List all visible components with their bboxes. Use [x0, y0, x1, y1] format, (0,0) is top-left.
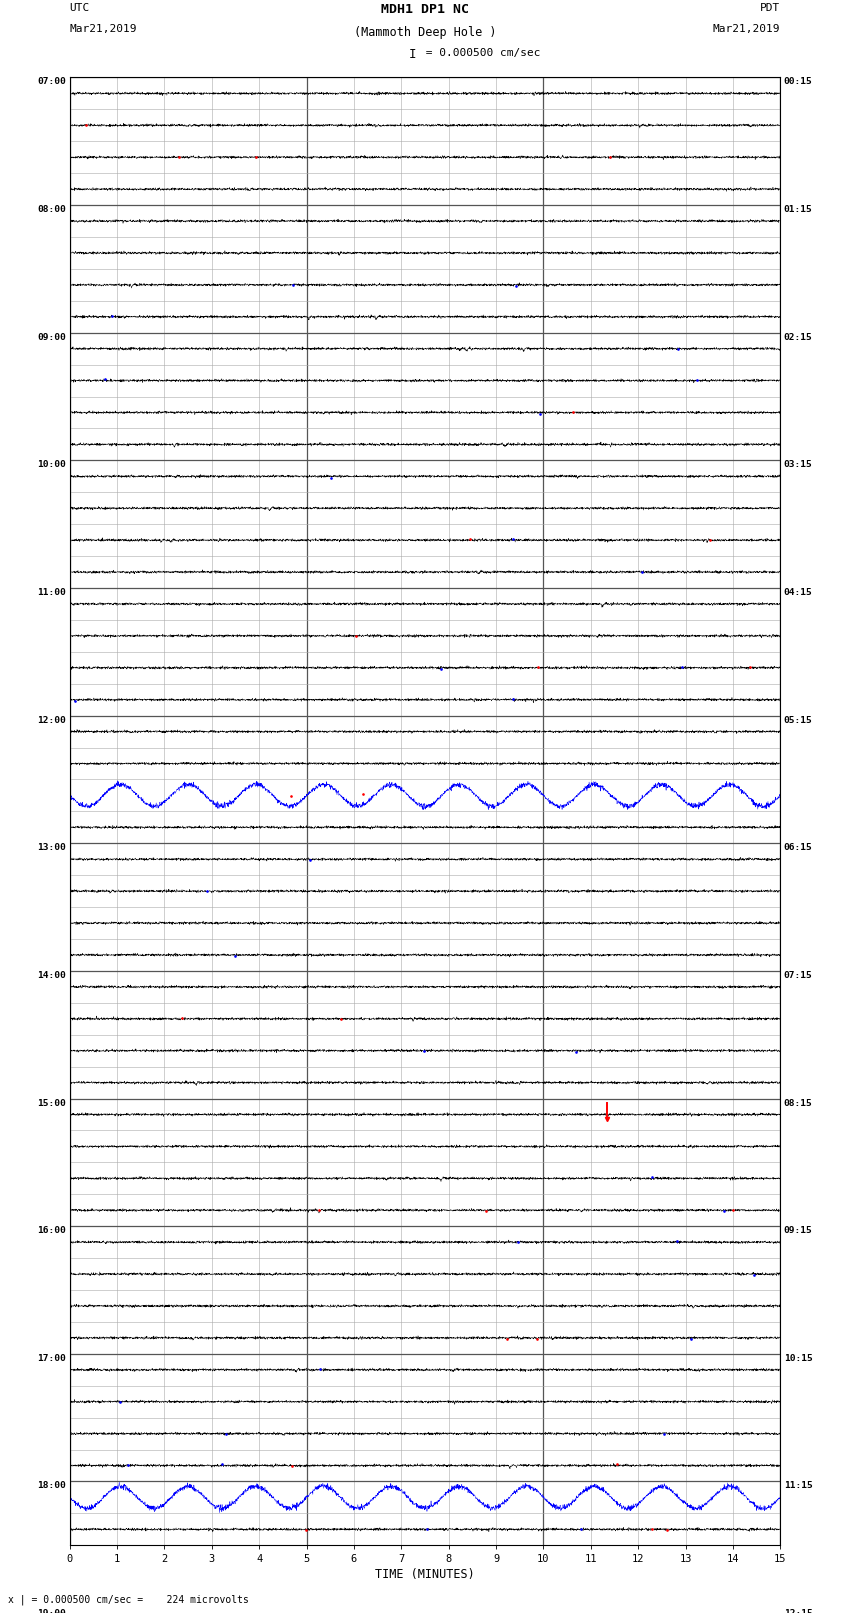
Text: 18:00: 18:00 — [37, 1481, 66, 1490]
Text: 16:00: 16:00 — [37, 1226, 66, 1236]
Text: 02:15: 02:15 — [784, 332, 813, 342]
Text: 10:00: 10:00 — [37, 460, 66, 469]
Text: 10:15: 10:15 — [784, 1353, 813, 1363]
Text: 06:15: 06:15 — [784, 844, 813, 852]
Text: = 0.000500 cm/sec: = 0.000500 cm/sec — [419, 48, 541, 58]
Text: 03:15: 03:15 — [784, 460, 813, 469]
Text: 04:15: 04:15 — [784, 589, 813, 597]
Text: 12:00: 12:00 — [37, 716, 66, 724]
Text: 12:15: 12:15 — [784, 1610, 813, 1613]
Text: 19:00: 19:00 — [37, 1610, 66, 1613]
Text: UTC: UTC — [70, 3, 90, 13]
Text: PDT: PDT — [760, 3, 780, 13]
Text: Mar21,2019: Mar21,2019 — [70, 24, 137, 34]
Text: 11:15: 11:15 — [784, 1481, 813, 1490]
Text: x | = 0.000500 cm/sec =    224 microvolts: x | = 0.000500 cm/sec = 224 microvolts — [8, 1594, 249, 1605]
X-axis label: TIME (MINUTES): TIME (MINUTES) — [375, 1568, 475, 1581]
Text: 17:00: 17:00 — [37, 1353, 66, 1363]
Text: 08:15: 08:15 — [784, 1098, 813, 1108]
Text: 09:15: 09:15 — [784, 1226, 813, 1236]
Text: (Mammoth Deep Hole ): (Mammoth Deep Hole ) — [354, 26, 496, 39]
Text: 00:15: 00:15 — [784, 77, 813, 87]
Text: 14:00: 14:00 — [37, 971, 66, 979]
Text: 07:00: 07:00 — [37, 77, 66, 87]
Text: 15:00: 15:00 — [37, 1098, 66, 1108]
Text: 07:15: 07:15 — [784, 971, 813, 979]
Text: I: I — [409, 48, 416, 61]
Text: Mar21,2019: Mar21,2019 — [713, 24, 780, 34]
Text: 01:15: 01:15 — [784, 205, 813, 215]
Text: 08:00: 08:00 — [37, 205, 66, 215]
Text: 09:00: 09:00 — [37, 332, 66, 342]
Text: 11:00: 11:00 — [37, 589, 66, 597]
Text: 05:15: 05:15 — [784, 716, 813, 724]
Text: MDH1 DP1 NC: MDH1 DP1 NC — [381, 3, 469, 16]
Text: 13:00: 13:00 — [37, 844, 66, 852]
